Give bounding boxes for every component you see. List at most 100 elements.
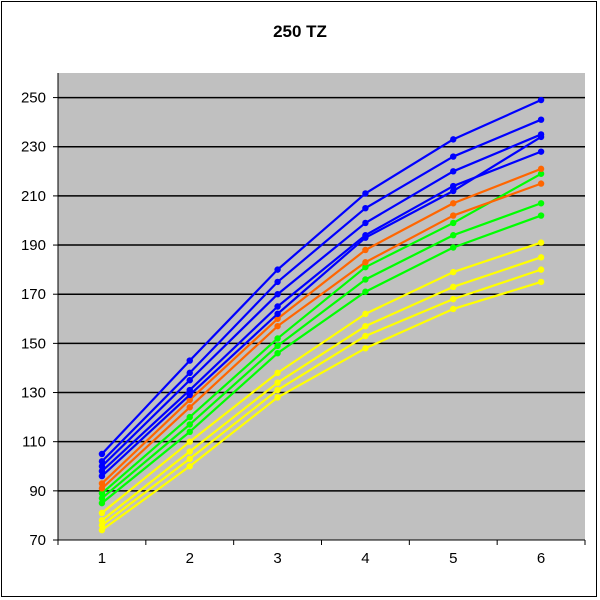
data-point xyxy=(362,288,369,295)
data-point xyxy=(362,246,369,254)
series-line xyxy=(101,118,542,463)
data-point xyxy=(186,463,193,470)
data-point xyxy=(362,276,369,283)
data-point xyxy=(186,377,193,384)
data-point xyxy=(450,232,457,239)
series-line xyxy=(101,150,542,472)
data-point xyxy=(537,116,545,123)
data-point xyxy=(450,283,457,291)
data-point xyxy=(362,322,369,330)
data-point xyxy=(362,332,369,340)
data-point xyxy=(537,148,545,155)
series-line xyxy=(101,133,542,468)
series xyxy=(98,116,545,465)
data-point xyxy=(98,499,106,507)
data-point xyxy=(362,310,369,318)
data-point xyxy=(362,259,369,266)
data-point xyxy=(450,182,457,190)
data-point xyxy=(362,345,369,352)
series-line xyxy=(101,241,542,514)
data-point xyxy=(186,428,193,436)
x-tick-label: 6 xyxy=(537,550,545,567)
series-line xyxy=(101,182,542,490)
data-point xyxy=(274,310,281,318)
data-point xyxy=(537,96,545,104)
data-point xyxy=(98,526,106,534)
y-tick-label: 150 xyxy=(21,335,46,352)
axes xyxy=(53,73,586,545)
data-point xyxy=(537,180,545,187)
y-tick-label: 170 xyxy=(21,286,46,303)
data-point xyxy=(450,200,457,207)
data-point xyxy=(98,472,106,480)
series xyxy=(98,278,545,534)
series xyxy=(98,96,545,458)
data-point xyxy=(450,244,457,251)
data-point xyxy=(450,187,457,195)
data-point xyxy=(274,303,281,310)
data-point xyxy=(274,386,281,394)
data-point xyxy=(537,131,545,138)
y-tick-label: 190 xyxy=(21,237,46,254)
data-point xyxy=(274,369,281,377)
series-line xyxy=(101,135,542,477)
data-point xyxy=(98,522,106,529)
y-tick-label: 70 xyxy=(29,532,46,549)
x-tick-label: 3 xyxy=(273,550,281,567)
data-point xyxy=(98,463,106,470)
series xyxy=(98,239,545,517)
series xyxy=(98,148,545,475)
series-line xyxy=(101,256,542,522)
chart-title: 250 TZ xyxy=(273,22,327,41)
data-point xyxy=(450,136,457,143)
data-point xyxy=(274,291,281,298)
data-point xyxy=(98,458,106,465)
data-point xyxy=(537,165,545,173)
data-point xyxy=(274,322,281,330)
data-point xyxy=(362,190,369,197)
data-point xyxy=(274,335,281,342)
data-point xyxy=(274,342,281,350)
data-point xyxy=(186,369,193,377)
x-tick-label: 4 xyxy=(361,550,369,567)
data-point xyxy=(450,219,457,227)
data-point xyxy=(362,204,369,212)
data-point xyxy=(362,263,369,271)
data-point xyxy=(450,268,457,276)
data-point xyxy=(186,386,193,394)
y-tick-label: 90 xyxy=(29,483,46,500)
data-point xyxy=(186,413,193,421)
series xyxy=(98,165,545,487)
y-tick-label: 110 xyxy=(22,434,46,451)
data-point xyxy=(450,168,457,175)
series xyxy=(98,131,545,470)
data-point xyxy=(274,315,281,322)
data-point xyxy=(537,239,545,246)
series-line xyxy=(101,99,542,455)
data-point xyxy=(274,350,281,357)
data-point xyxy=(450,212,457,219)
data-point xyxy=(537,212,545,219)
series-line xyxy=(101,214,542,504)
series-layer xyxy=(98,96,545,534)
data-point xyxy=(537,254,545,261)
data-point xyxy=(186,357,193,364)
x-tick-label: 5 xyxy=(449,550,457,567)
data-point xyxy=(450,153,457,160)
data-point xyxy=(362,219,369,227)
data-point xyxy=(186,448,193,455)
series xyxy=(98,266,545,529)
data-point xyxy=(537,278,545,286)
data-point xyxy=(274,266,281,273)
data-point xyxy=(274,379,281,386)
data-point xyxy=(537,200,545,207)
data-point xyxy=(98,450,106,458)
series-line xyxy=(101,268,542,527)
series xyxy=(98,254,545,524)
series xyxy=(98,180,545,492)
data-point xyxy=(186,404,193,411)
y-tick-label: 230 xyxy=(21,139,46,156)
data-point xyxy=(362,232,369,239)
data-point xyxy=(98,517,106,524)
